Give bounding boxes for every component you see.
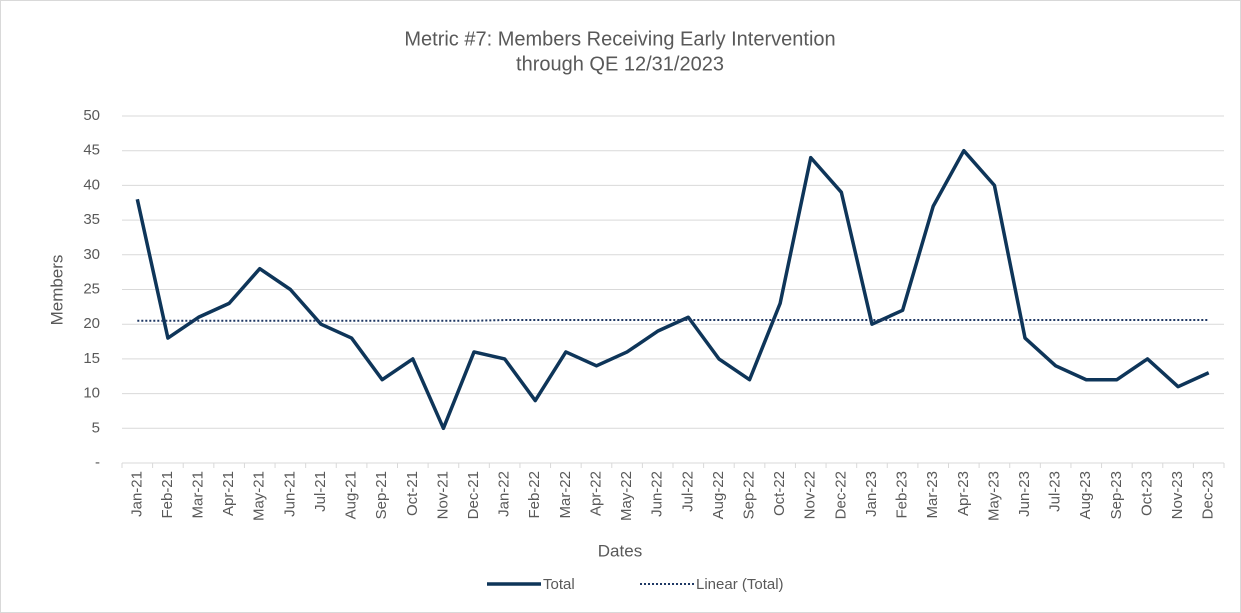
y-axis-title: Members bbox=[47, 255, 66, 326]
y-tick-label: 30 bbox=[83, 246, 100, 263]
x-tick-label: Sep-22 bbox=[740, 471, 757, 519]
x-tick-label: Aug-21 bbox=[343, 471, 360, 519]
x-tick-label: Nov-22 bbox=[802, 471, 819, 519]
chart-title: Metric #7: Members Receiving Early Inter… bbox=[404, 28, 835, 50]
x-tick-label: Oct-22 bbox=[771, 471, 788, 516]
x-tick-label: Jan-22 bbox=[496, 471, 513, 517]
legend-label: Linear (Total) bbox=[696, 576, 784, 593]
y-tick-label: 50 bbox=[83, 107, 100, 124]
y-tick-label: 5 bbox=[92, 419, 100, 436]
x-tick-label: Jun-22 bbox=[649, 471, 666, 517]
y-tick-label: 45 bbox=[83, 142, 100, 159]
y-tick-label: 25 bbox=[83, 280, 100, 297]
y-tick-label: 20 bbox=[83, 315, 100, 332]
x-tick-label: Jul-22 bbox=[679, 471, 696, 512]
x-tick-label: Jun-23 bbox=[1016, 471, 1033, 517]
x-tick-label: Jun-21 bbox=[281, 471, 298, 517]
x-tick-label: Dec-21 bbox=[465, 471, 482, 519]
x-tick-label: Nov-23 bbox=[1169, 471, 1186, 519]
x-tick-label: Apr-22 bbox=[587, 471, 604, 516]
x-tick-label: Apr-23 bbox=[955, 471, 972, 516]
x-tick-label: Feb-21 bbox=[159, 471, 176, 519]
x-tick-label: May-21 bbox=[251, 471, 268, 521]
series-line bbox=[137, 319, 1209, 322]
x-tick-label: Jan-21 bbox=[128, 471, 145, 517]
x-tick-label: Jul-21 bbox=[312, 471, 329, 512]
x-tick-label: Sep-21 bbox=[373, 471, 390, 519]
x-tick-label: Mar-21 bbox=[189, 471, 206, 519]
x-axis-title: Dates bbox=[598, 541, 642, 560]
legend-label: Total bbox=[543, 576, 575, 593]
y-tick-label: 15 bbox=[83, 350, 100, 367]
x-tick-label: Oct-23 bbox=[1138, 471, 1155, 516]
x-tick-label: Sep-23 bbox=[1108, 471, 1125, 519]
x-tick-label: Apr-21 bbox=[220, 471, 237, 516]
x-tick-label: May-23 bbox=[985, 471, 1002, 521]
x-tick-label: Aug-23 bbox=[1077, 471, 1094, 519]
x-tick-label: Dec-22 bbox=[832, 471, 849, 519]
x-tick-label: Feb-22 bbox=[526, 471, 543, 519]
x-tick-label: Jul-23 bbox=[1047, 471, 1064, 512]
chart-subtitle: through QE 12/31/2023 bbox=[516, 53, 724, 75]
x-tick-label: Oct-21 bbox=[404, 471, 421, 516]
x-tick-label: Jan-23 bbox=[863, 471, 880, 517]
x-tick-label: Dec-23 bbox=[1200, 471, 1217, 519]
x-tick-label: May-22 bbox=[618, 471, 635, 521]
series-line bbox=[135, 148, 1210, 431]
y-tick-label: 35 bbox=[83, 211, 100, 228]
y-tick-label: 10 bbox=[83, 385, 100, 402]
x-tick-label: Feb-23 bbox=[894, 471, 911, 519]
y-tick-label: 40 bbox=[83, 176, 100, 193]
x-tick-label: Mar-23 bbox=[924, 471, 941, 519]
x-tick-label: Nov-21 bbox=[434, 471, 451, 519]
y-tick-label: - bbox=[95, 454, 100, 471]
x-tick-label: Mar-22 bbox=[557, 471, 574, 519]
x-tick-label: Aug-22 bbox=[710, 471, 727, 519]
